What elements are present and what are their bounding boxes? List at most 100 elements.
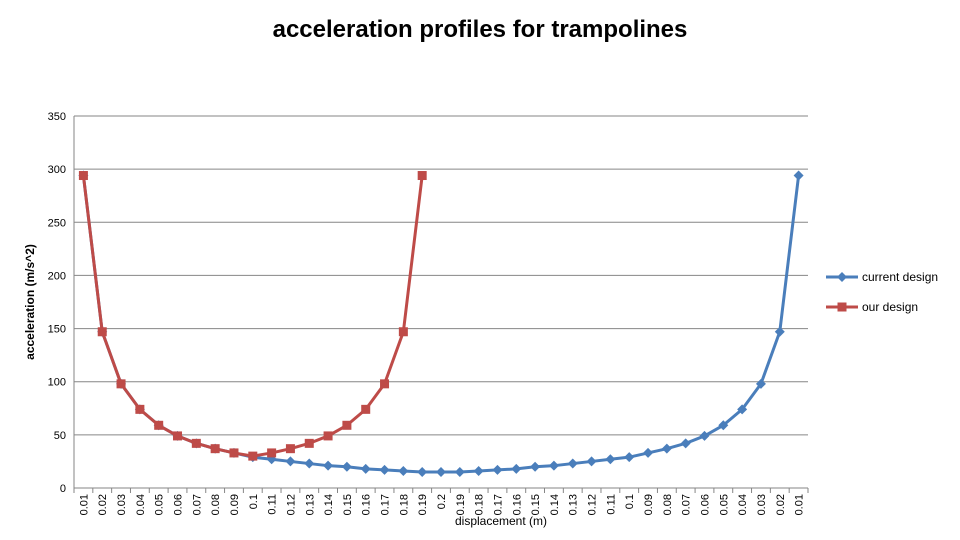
y-tick-label: 100 bbox=[48, 377, 66, 389]
x-tick-label: 0.11 bbox=[605, 494, 617, 515]
x-tick-label: 0.13 bbox=[304, 494, 316, 515]
x-tick-label: 0.01 bbox=[794, 494, 806, 515]
legend-marker-our-design bbox=[837, 302, 847, 312]
x-tick-label: 0.03 bbox=[756, 494, 768, 515]
data-point-current-design bbox=[323, 460, 334, 471]
x-tick-label: 0.19 bbox=[455, 494, 467, 515]
x-tick-label: 0.14 bbox=[549, 494, 561, 515]
data-point-our-design bbox=[285, 444, 295, 454]
x-tick-label: 0.01 bbox=[78, 494, 90, 515]
x-tick-label: 0.02 bbox=[775, 494, 787, 515]
x-tick-label: 0.14 bbox=[323, 494, 335, 515]
data-point-our-design bbox=[173, 431, 183, 441]
data-point-our-design bbox=[191, 438, 201, 448]
chart-title: acceleration profiles for trampolines bbox=[272, 16, 688, 43]
x-tick-label: 0.18 bbox=[474, 494, 486, 515]
data-point-current-design bbox=[586, 456, 597, 467]
data-point-current-design bbox=[605, 454, 616, 465]
x-tick-label: 0.06 bbox=[699, 494, 711, 515]
x-tick-label: 0.07 bbox=[681, 494, 693, 515]
series-line-our-design bbox=[81, 175, 424, 458]
data-point-current-design bbox=[454, 467, 465, 478]
x-tick-label: 0.17 bbox=[380, 494, 392, 515]
y-tick-label: 150 bbox=[48, 324, 66, 336]
data-point-current-design bbox=[548, 460, 559, 471]
data-point-current-design bbox=[718, 420, 729, 431]
data-point-our-design bbox=[154, 420, 164, 430]
data-point-current-design bbox=[530, 461, 541, 472]
data-point-current-design bbox=[473, 465, 484, 476]
series-line-current-design bbox=[81, 175, 801, 474]
data-point-current-design bbox=[379, 464, 390, 475]
data-point-current-design bbox=[341, 461, 352, 472]
data-point-our-design bbox=[342, 420, 352, 430]
legend-label-our-design: our design bbox=[862, 300, 918, 314]
x-tick-label: 0.09 bbox=[643, 494, 655, 515]
x-tick-label: 0.16 bbox=[511, 494, 523, 515]
x-tick-label: 0.11 bbox=[267, 494, 279, 515]
data-point-our-design bbox=[398, 327, 408, 337]
legend-marker-current-design bbox=[837, 272, 847, 282]
x-tick-label: 0.04 bbox=[135, 494, 147, 515]
data-point-our-design bbox=[135, 404, 145, 414]
x-tick-label: 0.08 bbox=[210, 494, 222, 515]
data-point-our-design bbox=[116, 379, 126, 389]
y-tick-label: 250 bbox=[48, 217, 66, 229]
data-point-current-design bbox=[661, 443, 672, 454]
x-tick-label: 0.03 bbox=[116, 494, 128, 515]
data-point-current-design bbox=[567, 458, 578, 469]
x-tick-label: 0.17 bbox=[492, 494, 504, 515]
x-tick-label: 0.15 bbox=[530, 494, 542, 515]
data-point-current-design bbox=[304, 458, 315, 469]
data-point-our-design bbox=[248, 451, 258, 461]
y-tick-label: 300 bbox=[48, 164, 66, 176]
data-point-current-design bbox=[755, 378, 766, 389]
x-tick-label: 0.16 bbox=[361, 494, 373, 515]
data-point-current-design bbox=[417, 467, 428, 478]
data-point-current-design bbox=[737, 404, 748, 415]
x-axis-title: displacement (m) bbox=[455, 514, 547, 528]
x-tick-label: 0.13 bbox=[568, 494, 580, 515]
data-point-our-design bbox=[267, 448, 277, 458]
x-tick-label: 0.12 bbox=[587, 494, 599, 515]
x-tick-label: 0.05 bbox=[154, 494, 166, 515]
y-tick-label: 350 bbox=[48, 111, 66, 123]
x-tick-label: 0.15 bbox=[342, 494, 354, 515]
x-tick-label: 0.06 bbox=[173, 494, 185, 515]
x-tick-label: 0.1 bbox=[624, 494, 636, 509]
x-tick-label: 0.05 bbox=[718, 494, 730, 515]
data-point-current-design bbox=[624, 452, 635, 463]
x-tick-label: 0.1 bbox=[248, 494, 260, 509]
data-point-current-design bbox=[398, 465, 409, 476]
y-tick-label: 50 bbox=[54, 430, 66, 442]
legend-label-current-design: current design bbox=[862, 270, 938, 284]
data-point-our-design bbox=[417, 171, 427, 181]
data-point-current-design bbox=[511, 463, 522, 474]
y-tick-label: 200 bbox=[48, 270, 66, 282]
x-tick-label: 0.02 bbox=[97, 494, 109, 515]
data-point-our-design bbox=[380, 379, 390, 389]
data-point-current-design bbox=[774, 326, 785, 337]
data-point-current-design bbox=[680, 438, 691, 449]
data-point-current-design bbox=[436, 467, 446, 478]
data-point-current-design bbox=[643, 447, 654, 458]
data-point-our-design bbox=[97, 327, 107, 337]
x-tick-label: 0.08 bbox=[662, 494, 674, 515]
y-axis-title: acceleration (m/s^2) bbox=[23, 244, 37, 360]
data-point-our-design bbox=[210, 444, 220, 454]
data-point-current-design bbox=[793, 170, 804, 181]
data-point-our-design bbox=[229, 448, 239, 458]
data-point-our-design bbox=[323, 431, 333, 441]
y-tick-label: 0 bbox=[60, 483, 66, 495]
x-tick-label: 0.07 bbox=[191, 494, 203, 515]
x-tick-label: 0.09 bbox=[229, 494, 241, 515]
data-point-current-design bbox=[699, 430, 710, 441]
data-point-current-design bbox=[285, 456, 296, 467]
data-point-current-design bbox=[492, 464, 503, 475]
x-tick-label: 0.2 bbox=[436, 494, 448, 509]
x-tick-label: 0.04 bbox=[737, 494, 749, 515]
x-tick-label: 0.19 bbox=[417, 494, 429, 515]
x-tick-label: 0.18 bbox=[398, 494, 410, 515]
